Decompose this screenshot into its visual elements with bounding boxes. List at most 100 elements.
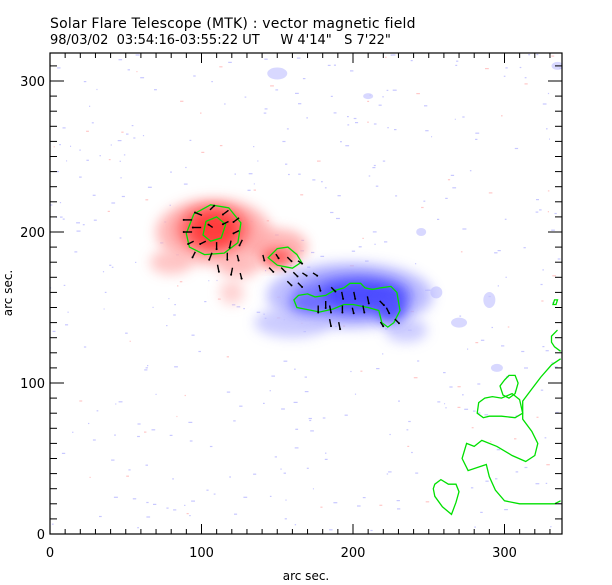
noise-speck [505, 276, 507, 278]
noise-speck [480, 339, 485, 341]
noise-speck [257, 160, 259, 162]
field-vector-head [301, 286, 304, 288]
field-vector-head [301, 262, 304, 265]
noise-speck [53, 146, 55, 148]
chart-title: Solar Flare Telescope (MTK) : vector mag… [50, 16, 416, 32]
noise-speck [374, 243, 376, 245]
noise-speck [298, 103, 302, 105]
field-vector [328, 305, 332, 313]
field-vector [222, 220, 229, 225]
noise-speck [491, 326, 493, 329]
noise-speck [551, 55, 555, 57]
noise-speck [546, 128, 548, 130]
field-vector-head [240, 277, 243, 280]
noise-speck [127, 69, 130, 71]
noise-speck [296, 57, 301, 59]
noise-speck [111, 202, 116, 204]
noise-speck [153, 503, 157, 505]
noise-speck [536, 53, 539, 56]
field-vector-head [207, 223, 210, 226]
noise-speck [392, 89, 397, 91]
field-vector-head [182, 218, 185, 221]
noise-speck [554, 366, 558, 368]
noise-speck [275, 89, 279, 91]
noise-speck [304, 391, 309, 393]
field-vector-head [382, 304, 385, 307]
noise-speck [362, 237, 364, 239]
plot-area [50, 53, 562, 534]
noise-speck [541, 300, 544, 302]
noise-speck [244, 96, 247, 98]
noise-speck [67, 311, 69, 313]
noise-speck [373, 123, 377, 125]
noise-speck [423, 200, 426, 202]
noise-speck [350, 370, 352, 373]
noise-speck [330, 95, 333, 97]
noise-speck [118, 59, 123, 61]
noise-speck [253, 146, 255, 148]
contour-negative-core [293, 282, 401, 328]
field-vector [222, 209, 229, 216]
noise-speck [56, 171, 59, 173]
field-vector-head [232, 232, 235, 235]
field-vector-head [228, 246, 231, 249]
noise-speck [96, 410, 99, 412]
field-vector [353, 291, 356, 300]
noise-speck [209, 445, 213, 448]
noise-speck [485, 480, 489, 482]
noise-speck [394, 129, 397, 131]
noise-speck [263, 112, 267, 114]
noise-speck [536, 416, 539, 418]
noise-speck [180, 100, 184, 102]
noise-speck [145, 464, 148, 466]
contour-edge-2 [550, 329, 561, 352]
contour-positive-small [267, 246, 303, 269]
field-vector-head [191, 256, 194, 259]
noise-speck [142, 135, 145, 137]
noise-speck [528, 54, 531, 56]
vector-layer [182, 204, 400, 331]
noise-speck [82, 224, 85, 226]
field-vector-head [341, 311, 344, 314]
noise-speck [437, 401, 441, 403]
noise-speck [169, 204, 171, 206]
noise-speck [79, 400, 83, 402]
noise-speck [490, 441, 492, 443]
noise-speck [457, 406, 461, 408]
noise-speck [113, 496, 118, 498]
axes: 0 100 200 300 0 100 200 300 [20, 53, 562, 561]
noise-speck [416, 93, 420, 95]
noise-speck [173, 509, 177, 511]
noise-speck [270, 85, 274, 87]
field-vector [194, 211, 203, 216]
noise-speck [298, 173, 301, 175]
noise-speck [367, 121, 369, 123]
noise-speck [368, 175, 371, 177]
noise-speck [347, 116, 349, 118]
noise-speck [327, 64, 331, 66]
contour-positive-core-outer [185, 204, 242, 256]
noise-patch [483, 291, 496, 308]
noise-speck [198, 350, 201, 353]
noise-speck [376, 368, 380, 370]
noise-speck [93, 219, 97, 221]
field-vector [341, 291, 344, 300]
noise-speck [282, 140, 286, 143]
noise-speck [547, 190, 550, 192]
noise-speck [61, 452, 66, 454]
noise-speck [333, 64, 336, 66]
noise-speck [406, 429, 409, 431]
field-vector-head [363, 311, 366, 314]
noise-speck [189, 515, 191, 517]
noise-speck [91, 122, 94, 124]
x-tick-label: 0 [46, 546, 54, 561]
field-vector-head [334, 290, 337, 293]
noise-speck [131, 125, 134, 127]
contour-edge-3 [499, 374, 519, 399]
noise-speck [115, 403, 117, 405]
noise-speck [231, 304, 236, 306]
noise-speck [88, 422, 90, 425]
noise-patch [430, 286, 443, 299]
noise-speck [474, 526, 476, 528]
noise-speck [188, 421, 193, 423]
